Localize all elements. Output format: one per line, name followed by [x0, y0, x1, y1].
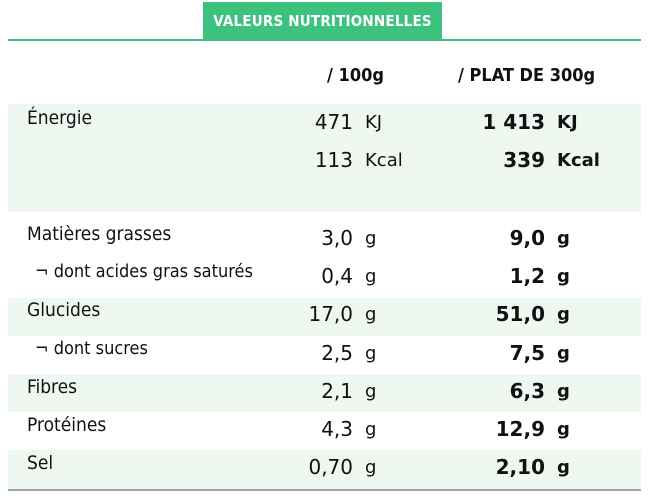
unit-per-plat: g: [557, 343, 570, 364]
value-per-plat: 6,3: [509, 379, 545, 403]
unit-per-100g: g: [365, 381, 377, 402]
header-per-100g: / 100g: [327, 65, 384, 86]
nutrient-label: ¬ dont sucres: [35, 338, 148, 359]
table-row-matieres-grasses: Matières grasses 3,0 g 9,0 g: [0, 223, 649, 261]
unit-per-plat: g: [557, 228, 570, 249]
table-row-proteines: Protéines 4,3 g 12,9 g: [0, 414, 649, 452]
nutrient-label: Matières grasses: [27, 223, 172, 245]
nutrient-label: Fibres: [27, 376, 78, 398]
value-per-100g: 471: [314, 110, 353, 134]
unit-per-plat: g: [557, 266, 570, 287]
value-per-plat: 1,2: [509, 264, 545, 288]
value-per-100g: 2,5: [321, 341, 353, 365]
nutrient-label: Sel: [27, 452, 54, 474]
unit-per-plat: Kcal: [557, 150, 600, 171]
table-row-sucres: ¬ dont sucres 2,5 g 7,5 g: [0, 338, 649, 376]
unit-per-plat: KJ: [557, 112, 578, 133]
value-per-100g: 17,0: [308, 302, 353, 326]
row-stripe: [8, 140, 641, 178]
value-per-plat: 339: [503, 148, 545, 172]
unit-per-100g: g: [365, 419, 377, 440]
unit-per-100g: g: [365, 304, 377, 325]
unit-per-100g: g: [365, 457, 377, 478]
unit-per-plat: g: [557, 304, 570, 325]
table-row-acides-gras-satures: ¬ dont acides gras saturés 0,4 g 1,2 g: [0, 261, 649, 299]
unit-per-100g: Kcal: [365, 150, 403, 171]
unit-per-plat: g: [557, 419, 570, 440]
value-per-plat: 2,10: [495, 455, 545, 479]
table-row-glucides: Glucides 17,0 g 51,0 g: [0, 299, 649, 337]
nutrient-label: Énergie: [27, 107, 92, 129]
value-per-plat: 9,0: [509, 226, 545, 250]
top-divider: [8, 39, 641, 41]
table-row-sel: Sel 0,70 g 2,10 g: [0, 452, 649, 490]
value-per-plat: 1 413: [482, 110, 545, 134]
table-title: VALEURS NUTRITIONNELLES: [203, 2, 442, 40]
row-stripe: [8, 178, 641, 212]
row-stripe: [8, 104, 641, 140]
value-per-100g: 2,1: [321, 379, 353, 403]
row-stripe: [8, 374, 641, 412]
bottom-divider: [8, 489, 641, 491]
unit-per-100g: g: [365, 343, 377, 364]
unit-per-100g: g: [365, 228, 377, 249]
nutrient-label: Glucides: [27, 299, 101, 321]
value-per-100g: 113: [314, 148, 353, 172]
nutrient-label: ¬ dont acides gras saturés: [35, 261, 253, 282]
value-per-plat: 51,0: [495, 302, 545, 326]
value-per-100g: 4,3: [321, 417, 353, 441]
unit-per-plat: g: [557, 381, 570, 402]
value-per-100g: 3,0: [321, 226, 353, 250]
row-stripe: [8, 450, 641, 489]
unit-per-plat: g: [557, 457, 570, 478]
value-per-plat: 12,9: [495, 417, 545, 441]
table-row-energie-kcal: 113 Kcal 339 Kcal: [0, 145, 649, 183]
unit-per-100g: KJ: [365, 112, 383, 133]
row-stripe: [8, 298, 641, 336]
table-row-energie-kj: Énergie 471 KJ 1 413 KJ: [0, 107, 649, 145]
value-per-100g: 0,70: [308, 455, 353, 479]
nutrient-label: Protéines: [27, 414, 107, 436]
value-per-plat: 7,5: [509, 341, 545, 365]
table-row-fibres: Fibres 2,1 g 6,3 g: [0, 376, 649, 414]
header-per-plat: / PLAT DE 300g: [458, 65, 596, 86]
unit-per-100g: g: [365, 266, 377, 287]
value-per-100g: 0,4: [321, 264, 353, 288]
